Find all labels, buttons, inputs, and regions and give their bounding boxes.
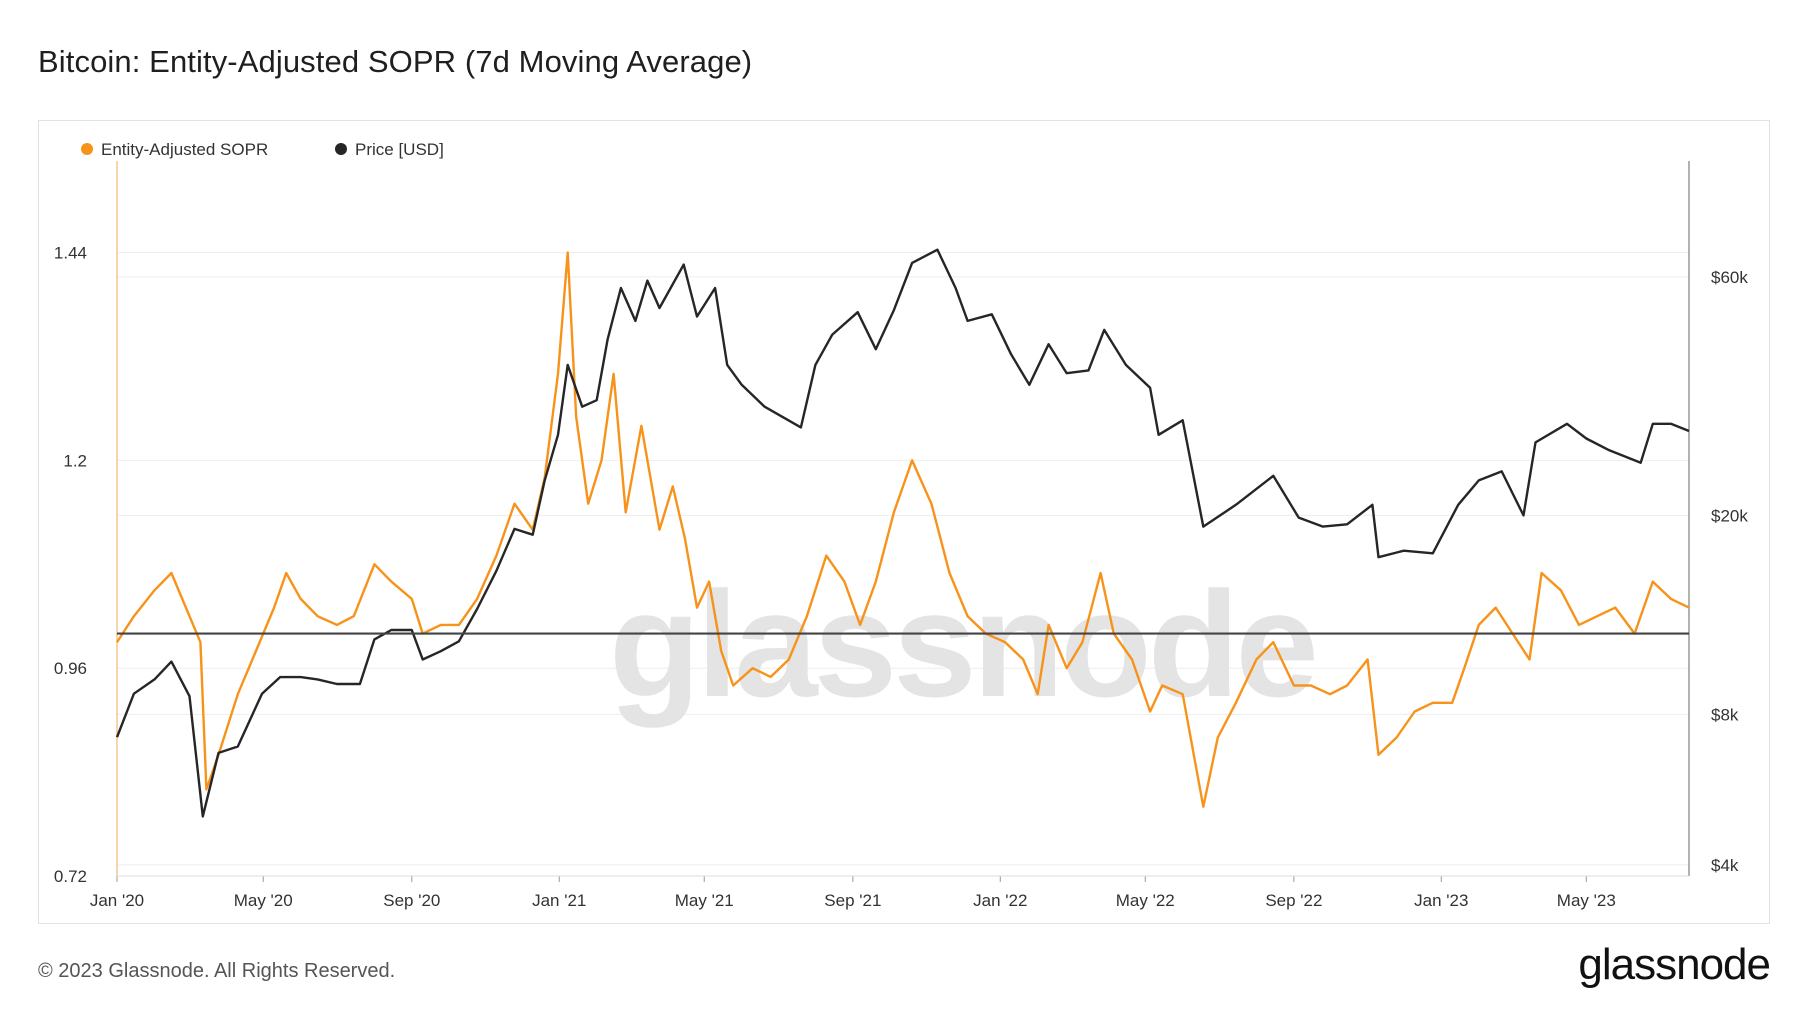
x-tick-label: Sep '21	[824, 891, 881, 910]
y-left-tick-label: 0.96	[54, 659, 87, 678]
legend-label: Price [USD]	[355, 140, 444, 159]
legend-label: Entity-Adjusted SOPR	[101, 140, 268, 159]
chart-panel: glassnode 1.44 1.2 0.96 0.72 $60k $20k $8k $4k J…	[38, 120, 1770, 924]
x-tick-label: Jan '22	[973, 891, 1027, 910]
y-right-tick-label: $60k	[1711, 268, 1748, 287]
copyright-text: © 2023 Glassnode. All Rights Reserved.	[38, 960, 396, 982]
legend: Entity-Adjusted SOPR Price [USD]	[81, 140, 444, 159]
x-tick-label: May '23	[1557, 891, 1616, 910]
y-right-tick-label: $8k	[1711, 705, 1739, 724]
glassnode-logo: glassnode	[1578, 940, 1771, 989]
y-right-tick-label: $4k	[1711, 856, 1739, 875]
x-tick-label: Sep '20	[383, 891, 440, 910]
tick-labels: 1.44 1.2 0.96 0.72 $60k $20k $8k $4k Jan '20 May …	[54, 244, 1748, 910]
y-left-tick-label: 0.72	[54, 867, 87, 886]
y-left-tick-label: 1.44	[54, 244, 87, 263]
x-tick-label: Jan '20	[90, 891, 144, 910]
legend-marker	[81, 143, 93, 155]
x-tick-label: Jan '21	[532, 891, 586, 910]
price-line	[115, 248, 1690, 818]
x-tick-label: Sep '22	[1265, 891, 1322, 910]
series-lines	[115, 248, 1690, 818]
watermark: glassnode	[609, 560, 1315, 728]
sopr-line	[115, 251, 1690, 808]
x-tick-label: Jan '23	[1414, 891, 1468, 910]
line-chart: glassnode 1.44 1.2 0.96 0.72 $60k $20k $8k $4k J…	[54, 140, 1748, 910]
x-tick-label: May '22	[1116, 891, 1175, 910]
y-left-tick-label: 1.2	[63, 451, 87, 470]
x-tick-label: May '20	[234, 891, 293, 910]
x-tick-label: May '21	[675, 891, 734, 910]
chart-title: Bitcoin: Entity-Adjusted SOPR (7d Moving…	[38, 44, 753, 79]
axes	[116, 161, 1690, 882]
y-right-tick-label: $20k	[1711, 506, 1748, 525]
legend-marker	[335, 143, 347, 155]
